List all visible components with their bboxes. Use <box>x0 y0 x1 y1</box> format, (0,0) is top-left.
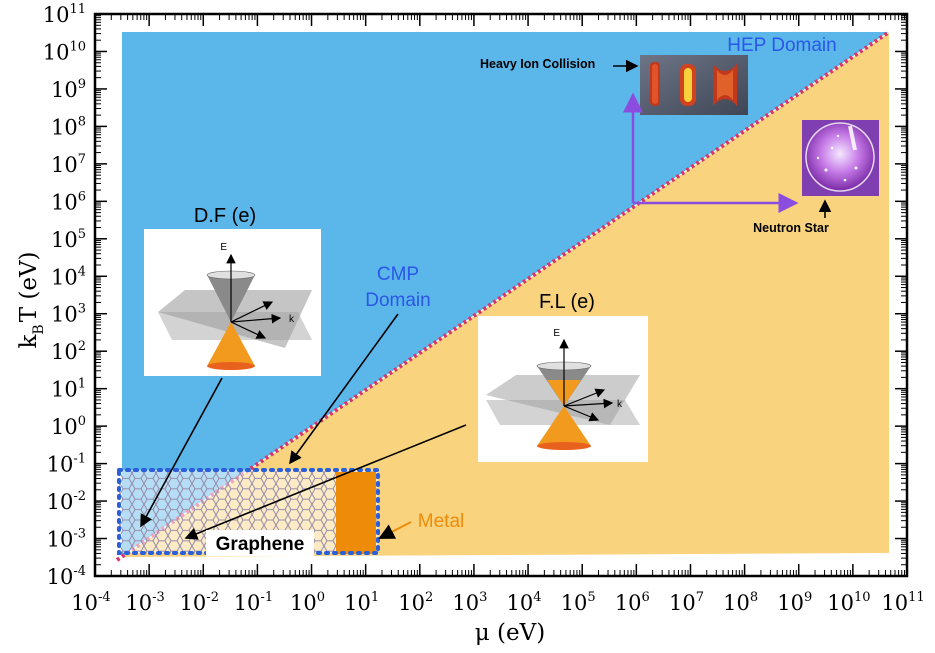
y-tick-label: 101 <box>51 377 86 402</box>
x-tick-labels: 10-4 10-3 10-2 10-1 100 101 102 103 104 105 106 107… <box>71 590 924 615</box>
x-tick-label: 109 <box>777 590 812 615</box>
fl-label: F.L (e) <box>539 291 595 313</box>
df-label: D.F (e) <box>194 205 256 227</box>
y-tick-label: 10-1 <box>47 452 86 477</box>
y-tick-label: 100 <box>51 414 86 439</box>
neutron-star-label: Neutron Star <box>753 221 829 235</box>
x-tick-label: 104 <box>507 590 542 615</box>
df-inset: E k <box>144 229 321 376</box>
hep-domain-label: HEP Domain <box>727 35 836 56</box>
x-tick-label: 100 <box>290 590 325 615</box>
cmp-domain-label-line1: CMP <box>377 264 419 285</box>
y-tick-label: 10-4 <box>47 564 86 589</box>
y-tick-label: 1011 <box>43 2 86 27</box>
y-tick-label: 10-3 <box>47 527 86 552</box>
metal-label: Metal <box>418 511 464 532</box>
fl-inset: E k <box>478 316 648 462</box>
svg-text:E: E <box>553 328 560 339</box>
y-tick-label: 107 <box>51 152 86 177</box>
y-axis-title: kBT (eV) <box>16 251 47 348</box>
x-tick-label: 108 <box>723 590 758 615</box>
x-tick-label: 106 <box>615 590 650 615</box>
y-tick-labels: 10-4 10-3 10-2 10-1 100 101 102 103 104 105 106 107… <box>43 2 86 589</box>
svg-text:kBT (eV): kBT (eV) <box>16 251 47 348</box>
cmp-arrow <box>289 313 399 465</box>
x-tick-label: 107 <box>669 590 704 615</box>
x-axis-title: μ (eV) <box>475 620 545 646</box>
x-tick-label: 1011 <box>881 590 924 615</box>
y-tick-label: 109 <box>51 77 86 102</box>
x-tick-label: 102 <box>398 590 433 615</box>
x-tick-label: 1010 <box>827 590 870 615</box>
graphene-label: Graphene <box>216 534 305 555</box>
fl-arrow <box>184 424 467 540</box>
x-tick-label: 103 <box>452 590 487 615</box>
metal-arrow <box>378 521 412 539</box>
x-tick-label: 10-4 <box>71 590 110 615</box>
heavy-ion-image <box>640 55 748 115</box>
axis-ticks <box>94 13 908 577</box>
x-tick-label: 105 <box>561 590 596 615</box>
x-tick-label: 10-2 <box>180 590 219 615</box>
svg-text:k: k <box>289 314 295 325</box>
y-tick-label: 106 <box>51 189 86 214</box>
x-tick-label: 10-3 <box>125 590 164 615</box>
x-tick-label: 101 <box>344 590 379 615</box>
graphene-label-bg <box>206 530 314 556</box>
svg-text:E: E <box>220 242 227 253</box>
df-arrow <box>140 377 223 528</box>
y-tick-label: 108 <box>51 114 86 139</box>
metal-bar <box>336 472 376 554</box>
y-tick-label: 105 <box>51 227 86 252</box>
y-tick-label: 10-2 <box>47 489 86 514</box>
cmp-domain-label-line2: Domain <box>365 290 430 311</box>
neutron-star-image <box>802 120 879 196</box>
y-tick-label: 104 <box>51 264 86 289</box>
y-tick-label: 102 <box>51 339 86 364</box>
heavy-ion-label: Heavy Ion Collision <box>480 57 595 71</box>
y-tick-label: 103 <box>51 302 86 327</box>
x-tick-label: 10-1 <box>234 590 273 615</box>
plot-frame <box>93 12 909 578</box>
svg-text:k: k <box>617 399 623 410</box>
y-tick-label: 1010 <box>43 39 86 64</box>
